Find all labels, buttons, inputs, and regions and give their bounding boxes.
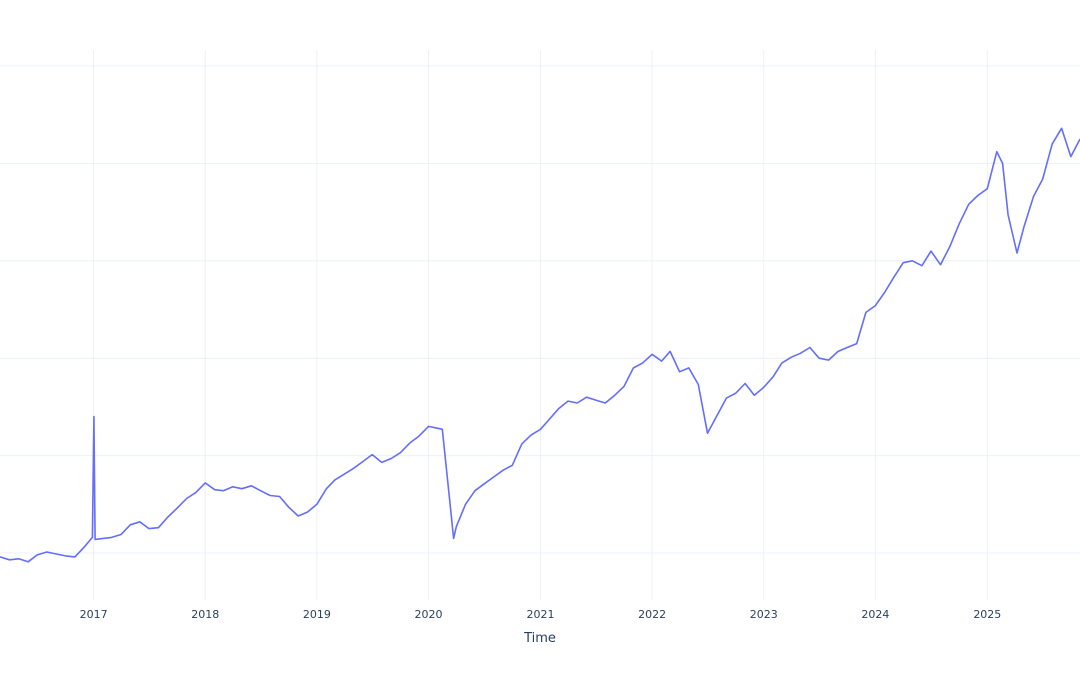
x-tick-label: 2020 bbox=[415, 608, 443, 621]
x-tick-label: 2022 bbox=[638, 608, 666, 621]
x-axis-title: Time bbox=[523, 631, 556, 646]
x-tick-labels: 2017 2018 2019 2020 2021 2022 2023 2024 2025 bbox=[80, 608, 1002, 621]
series-line bbox=[0, 127, 1080, 563]
x-tick-label: 2024 bbox=[861, 608, 889, 621]
x-tick-label: 2019 bbox=[303, 608, 331, 621]
x-tick-label: 2017 bbox=[80, 608, 108, 621]
x-tick-label: 2018 bbox=[191, 608, 219, 621]
x-tick-label: 2021 bbox=[526, 608, 554, 621]
series-layer bbox=[0, 127, 1080, 563]
x-gridlines bbox=[93, 50, 988, 600]
x-tick-label: 2025 bbox=[973, 608, 1001, 621]
x-tick-label: 2023 bbox=[750, 608, 778, 621]
